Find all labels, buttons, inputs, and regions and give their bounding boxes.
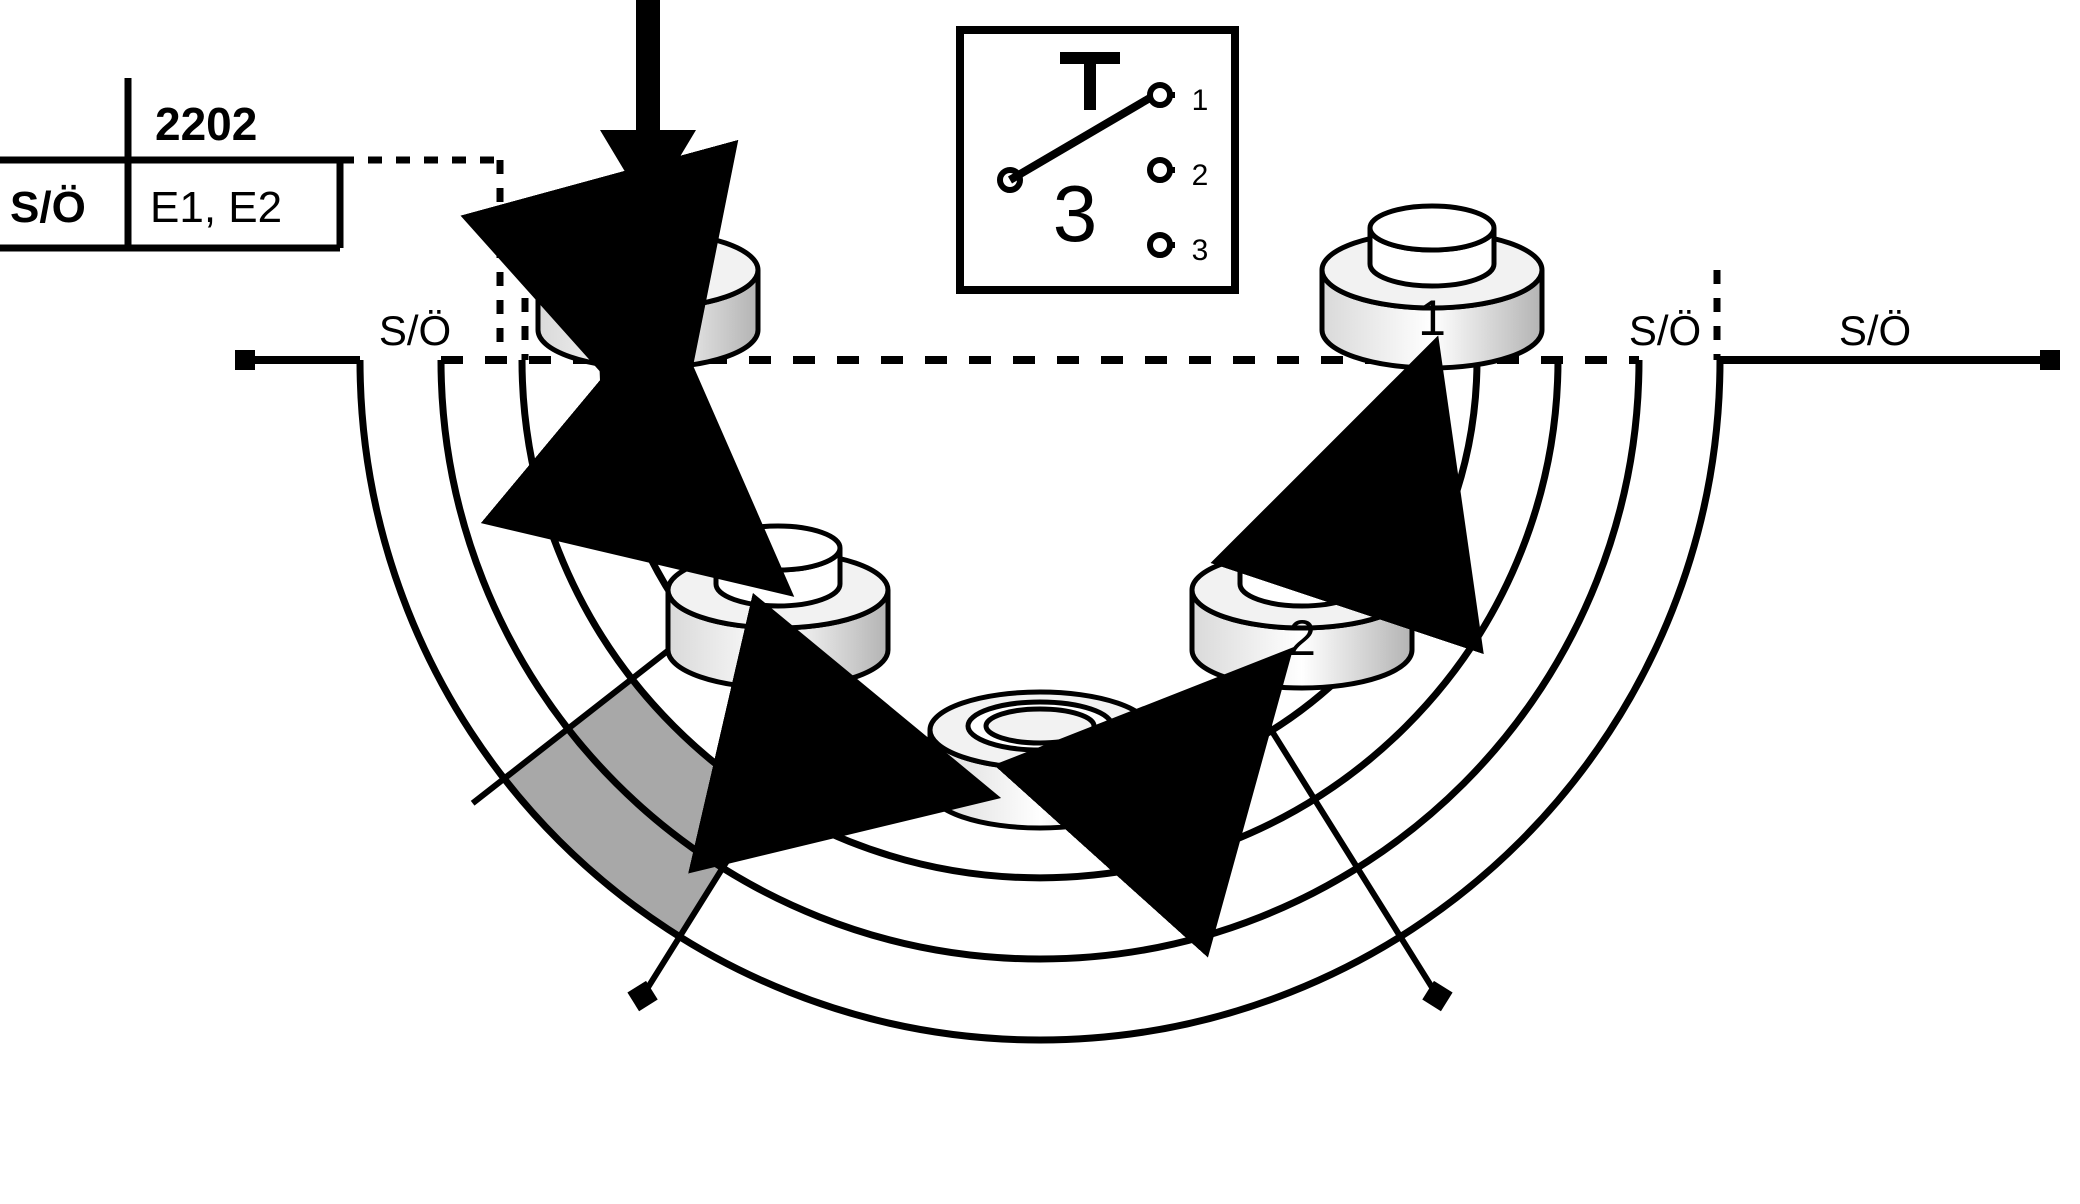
- switch-big-label: 3: [1053, 169, 1098, 258]
- table-row-left: S/Ö: [10, 183, 86, 232]
- svg-text:2: 2: [1288, 610, 1316, 666]
- svg-text:1: 1: [1418, 290, 1446, 346]
- info-table: 2202 S/Ö E1, E2: [0, 78, 340, 248]
- so-left: S/Ö: [379, 307, 451, 354]
- switch-box: 1 2 3 3: [960, 30, 1235, 290]
- switch-opt-3: 3: [1192, 234, 1209, 267]
- so-right-outer: S/Ö: [1839, 307, 1911, 354]
- table-header: 2202: [155, 98, 257, 150]
- pucks: 1 2 3 2 1: [538, 206, 1542, 828]
- svg-text:1: 1: [634, 290, 662, 346]
- table-row-right: E1, E2: [150, 183, 282, 232]
- switch-opt-1: 1: [1192, 84, 1209, 117]
- big-down-arrow: [600, 0, 696, 210]
- so-right-inner: S/Ö: [1629, 307, 1701, 354]
- svg-text:3: 3: [1026, 750, 1054, 806]
- svg-text:2: 2: [764, 610, 792, 666]
- switch-opt-2: 2: [1192, 159, 1209, 192]
